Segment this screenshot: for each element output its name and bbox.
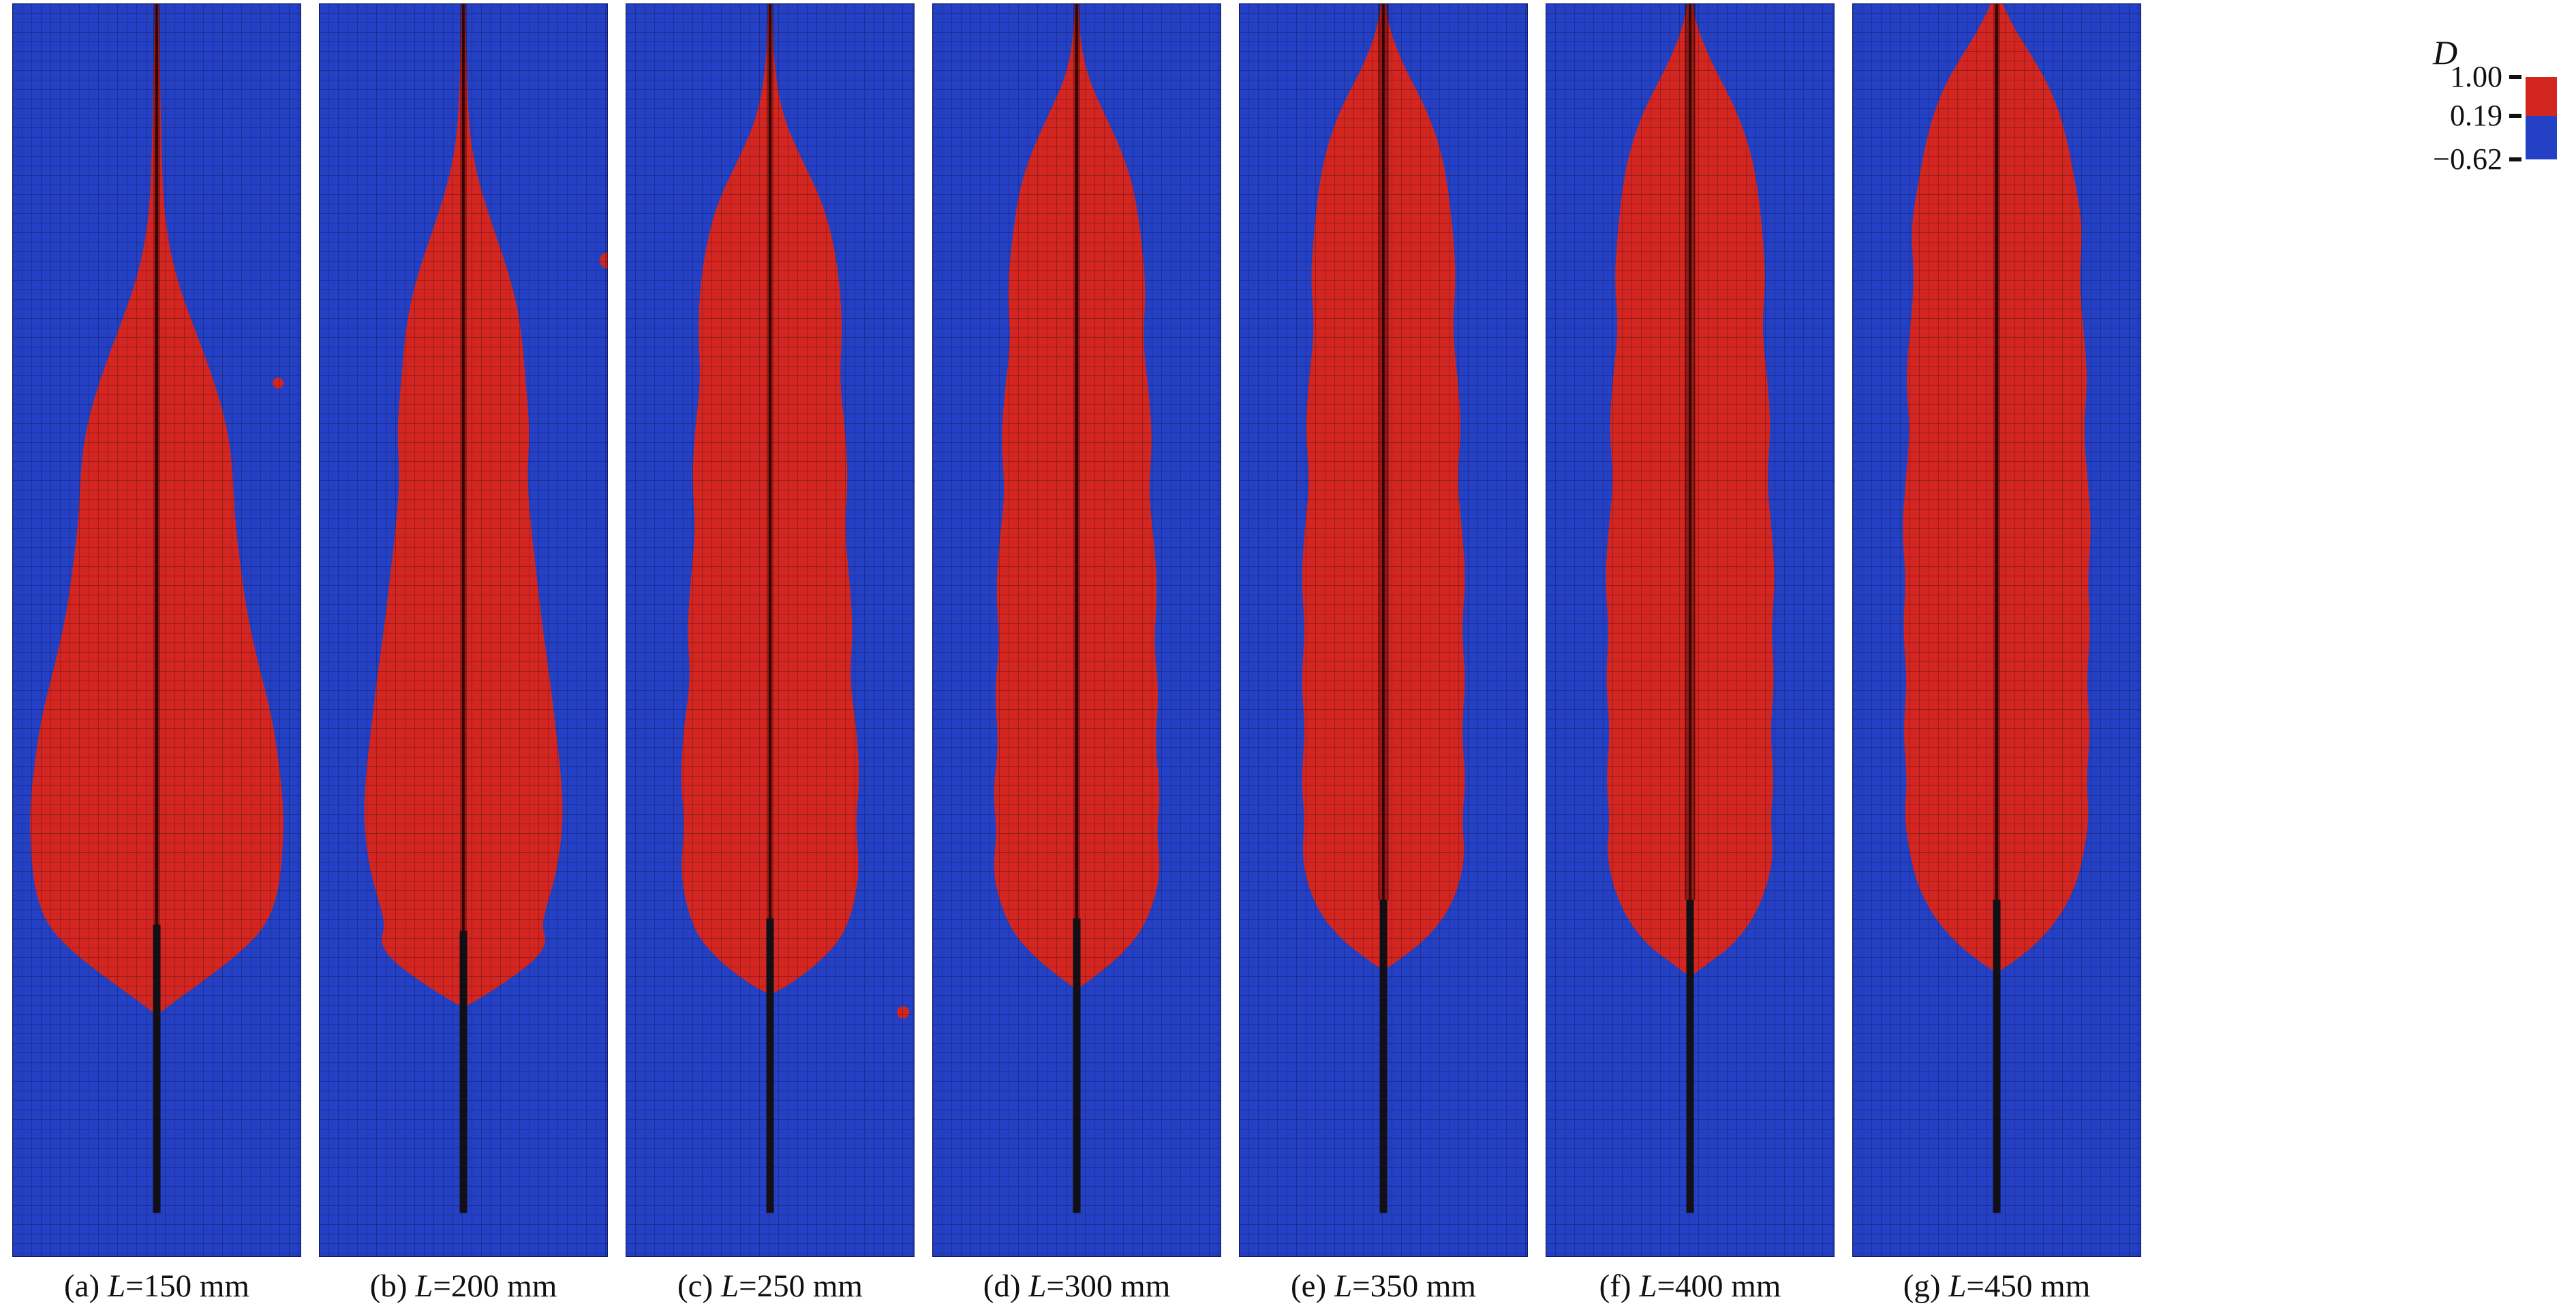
panel-row: (a) L=150 mm (b) L=200 mm (c) L=250 mm (…: [12, 3, 2141, 1305]
panel-d: (d) L=300 mm: [932, 3, 1221, 1305]
legend-colorbar: [2526, 77, 2557, 159]
damage-contour-plot-e: [1239, 3, 1528, 1257]
caption-variable: L: [1334, 1268, 1353, 1304]
panel-caption-a: (a) L=150 mm: [64, 1268, 249, 1305]
legend-tick-label: 1.00: [2450, 60, 2502, 93]
legend-tick: [2509, 114, 2521, 118]
caption-value: =200 mm: [433, 1268, 557, 1304]
panel-f: (f) L=400 mm: [1546, 3, 1835, 1305]
caption-value: =300 mm: [1046, 1268, 1171, 1304]
panel-e: (e) L=350 mm: [1239, 3, 1528, 1305]
damage-contour-plot-d: [932, 3, 1221, 1257]
panel-a: (a) L=150 mm: [12, 3, 301, 1305]
panel-caption-c: (c) L=250 mm: [677, 1268, 863, 1305]
panel-b: (b) L=200 mm: [319, 3, 608, 1305]
panel-g: (g) L=450 mm: [1852, 3, 2141, 1305]
panel-caption-f: (f) L=400 mm: [1599, 1268, 1781, 1305]
caption-value: =400 mm: [1657, 1268, 1781, 1304]
damage-contour-plot-f: [1546, 3, 1835, 1257]
caption-index: (e): [1291, 1268, 1334, 1304]
caption-variable: L: [107, 1268, 126, 1304]
caption-variable: L: [415, 1268, 433, 1304]
caption-variable: L: [720, 1268, 739, 1304]
legend-title: D: [2433, 33, 2458, 72]
legend-seg-low: [2526, 116, 2557, 159]
caption-value: =150 mm: [125, 1268, 249, 1304]
caption-index: (g): [1903, 1268, 1949, 1304]
caption-index: (b): [369, 1268, 416, 1304]
damage-contour-plot-g: [1852, 3, 2141, 1257]
colorbar-legend: D 1.00 0.19 −0.62: [2412, 33, 2576, 196]
damage-contour-plot-c: [626, 3, 915, 1257]
caption-index: (a): [64, 1268, 108, 1304]
caption-value: =250 mm: [739, 1268, 863, 1304]
panel-c: (c) L=250 mm: [626, 3, 915, 1305]
damage-contour-plot-a: [12, 3, 301, 1257]
panel-caption-d: (d) L=300 mm: [983, 1268, 1171, 1305]
legend-seg-high: [2526, 77, 2557, 116]
caption-index: (d): [983, 1268, 1029, 1304]
legend-tick-label: 0.19: [2450, 99, 2502, 132]
caption-variable: L: [1639, 1268, 1657, 1304]
caption-index: (f): [1599, 1268, 1640, 1304]
caption-variable: L: [1028, 1268, 1047, 1304]
caption-variable: L: [1948, 1268, 1967, 1304]
panel-caption-e: (e) L=350 mm: [1291, 1268, 1476, 1305]
panel-caption-b: (b) L=200 mm: [369, 1268, 557, 1305]
legend-tick-label: −0.62: [2433, 142, 2502, 176]
caption-value: =350 mm: [1352, 1268, 1476, 1304]
legend-tick: [2509, 75, 2521, 79]
caption-index: (c): [677, 1268, 721, 1304]
damage-contour-plot-b: [319, 3, 608, 1257]
panel-caption-g: (g) L=450 mm: [1903, 1268, 2091, 1305]
legend-tick: [2509, 157, 2521, 161]
caption-value: =450 mm: [1966, 1268, 2091, 1304]
